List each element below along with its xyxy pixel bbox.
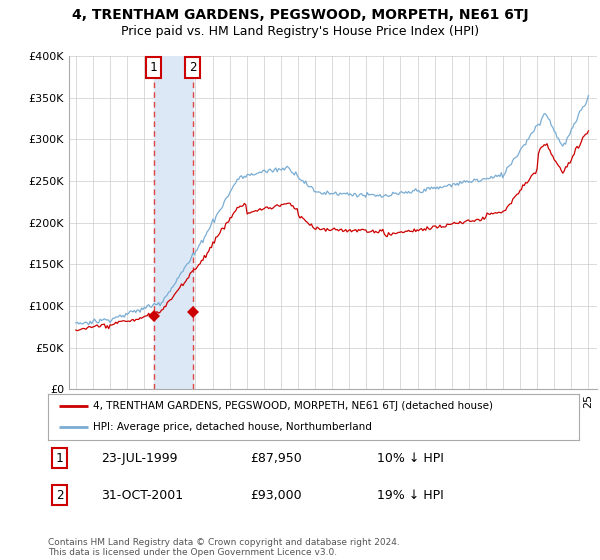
Text: 31-OCT-2001: 31-OCT-2001	[101, 488, 183, 502]
Text: 10% ↓ HPI: 10% ↓ HPI	[377, 451, 444, 465]
Text: 4, TRENTHAM GARDENS, PEGSWOOD, MORPETH, NE61 6TJ: 4, TRENTHAM GARDENS, PEGSWOOD, MORPETH, …	[71, 8, 529, 22]
Text: £87,950: £87,950	[250, 451, 302, 465]
Text: Price paid vs. HM Land Registry's House Price Index (HPI): Price paid vs. HM Land Registry's House …	[121, 25, 479, 38]
Text: 2: 2	[56, 488, 64, 502]
Text: 1: 1	[150, 61, 157, 74]
Bar	[154, 56, 193, 389]
Text: HPI: Average price, detached house, Northumberland: HPI: Average price, detached house, Nort…	[93, 422, 372, 432]
Text: £93,000: £93,000	[250, 488, 301, 502]
Text: 2: 2	[189, 61, 196, 74]
Text: 4, TRENTHAM GARDENS, PEGSWOOD, MORPETH, NE61 6TJ (detached house): 4, TRENTHAM GARDENS, PEGSWOOD, MORPETH, …	[93, 401, 493, 411]
Text: 1: 1	[56, 451, 64, 465]
Text: Contains HM Land Registry data © Crown copyright and database right 2024.
This d: Contains HM Land Registry data © Crown c…	[48, 538, 400, 557]
Text: 19% ↓ HPI: 19% ↓ HPI	[377, 488, 444, 502]
Text: 23-JUL-1999: 23-JUL-1999	[101, 451, 178, 465]
